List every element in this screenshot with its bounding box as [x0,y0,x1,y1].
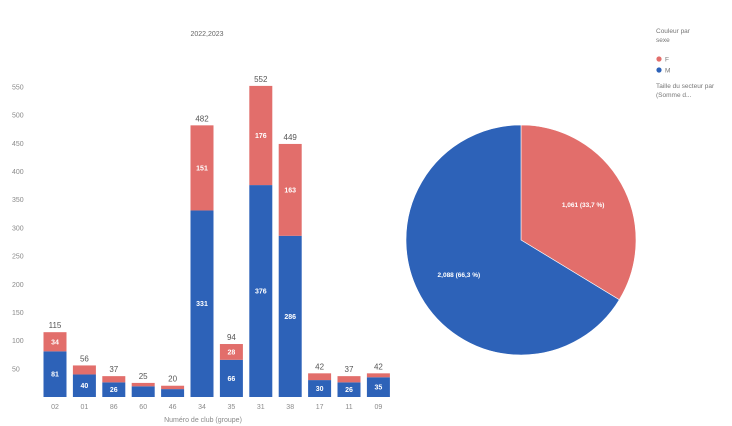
bar-segment-m [190,210,214,397]
bar-segment-m [249,185,273,397]
y-tick-label: 200 [12,282,24,289]
bar-value-label-m: 66 [228,376,236,383]
bar-value-label-m: 81 [51,372,59,379]
bar-total-label: 25 [139,372,148,381]
bar-segment-f [161,385,185,390]
bar-total-label: 42 [374,362,383,371]
pie-chart: 1,061 (33,7 %) 2,088 (66,3 %) [405,124,637,356]
bar-segment-f [366,373,390,378]
bar-segment-f [43,332,67,352]
y-tick-label: 50 [12,366,20,373]
bar-segment-m [102,382,126,397]
x-tick-label: 60 [139,404,147,411]
bar-value-label-m: 26 [110,387,118,394]
bar-segment-m [337,382,361,397]
bar-value-label-m: 35 [375,385,383,392]
legend-swatch-f [656,56,662,62]
bar-value-label-m: 376 [255,289,267,296]
x-tick-label: 86 [110,404,118,411]
bar-total-label: 94 [227,333,236,342]
bar-total-label: 482 [195,114,209,123]
bar-segment-m [43,351,67,397]
y-axis: 50 100 150 200 250 300 350 400 450 500 550 [12,85,24,374]
bar-segment-m [131,386,155,397]
bar-segment-f [337,376,361,383]
x-axis: 02 01 86 60 46 34 35 31 38 17 11 09 [51,404,382,411]
bar-total-label: 115 [49,321,62,330]
bar-value-label-m: 40 [81,383,89,390]
bar-total-label: 42 [315,362,324,371]
pie-slice-label: 2,088 (66,3 %) [438,272,481,279]
y-tick-label: 250 [12,254,24,261]
bar-total-label: 449 [284,133,298,142]
bar-value-label-f: 176 [255,133,267,140]
bar-segment-m [366,377,390,397]
bar-plot: 81 34 115 40 56 26 37 25 20 331 151 482 66 28 94 376 176… [43,75,390,397]
bar-segment-m [161,389,185,397]
legend-size-line1: Taille du secteur par [656,83,715,90]
y-tick-label: 400 [12,169,24,176]
legend-label-m: M [665,68,670,75]
bar-total-label: 552 [254,75,268,84]
pie-slice-m [405,124,620,356]
legend-swatch-m [656,67,662,73]
bar-segment-f [102,376,126,383]
legend-title-line2: sexe [656,37,670,44]
bar-total-label: 37 [345,365,354,374]
x-tick-label: 02 [51,404,59,411]
x-tick-label: 17 [316,404,324,411]
bar-segment-f [72,365,96,375]
bar-chart-title: 2022,2023 [190,31,223,38]
legend-size-line2: (Somme d... [656,92,692,99]
bar-total-label: 56 [80,354,89,363]
x-tick-label: 11 [345,404,352,411]
bar-value-label-f: 163 [284,187,296,194]
bar-total-label: 20 [168,375,177,384]
bar-segment-f [219,344,243,360]
bar-segment-f [131,382,155,387]
x-tick-label: 34 [198,404,206,411]
bar-segment-f [190,125,214,211]
legend-title-line1: Couleur par [656,28,691,35]
y-tick-label: 350 [12,197,24,204]
bar-segment-m [219,359,243,397]
bar-total-label: 37 [109,365,118,374]
y-tick-label: 300 [12,225,24,232]
bar-segment-f [249,85,273,186]
legend-label-f: F [665,57,669,64]
x-tick-label: 09 [375,404,383,411]
x-tick-label: 35 [228,404,236,411]
x-tick-label: 01 [81,404,89,411]
x-tick-label: 38 [286,404,294,411]
legend: Couleur par sexe F M Taille du secteur p… [656,28,715,99]
bar-segment-f [278,143,302,236]
x-tick-label: 46 [169,404,177,411]
y-tick-label: 100 [12,338,24,345]
y-tick-label: 550 [12,85,24,92]
y-tick-label: 450 [12,141,24,148]
bar-value-label-m: 331 [196,301,208,308]
bar-value-label-m: 26 [345,387,353,394]
y-tick-label: 150 [12,310,24,317]
x-axis-label: Numéro de club (groupe) [164,417,242,424]
bar-value-label-f: 28 [228,349,236,356]
y-tick-label: 500 [12,113,24,120]
bar-value-label-f: 34 [51,339,59,346]
bar-segment-f [308,373,332,381]
pie-slice-f [520,124,637,301]
bar-value-label-m: 30 [316,386,324,393]
bar-segment-m [72,374,96,397]
bar-segment-m [308,380,332,397]
bar-segment-m [278,235,302,397]
bar-value-label-m: 286 [284,314,296,321]
bar-value-label-f: 151 [196,165,208,172]
pie-slice-label: 1,061 (33,7 %) [562,202,605,209]
x-tick-label: 31 [257,404,265,411]
